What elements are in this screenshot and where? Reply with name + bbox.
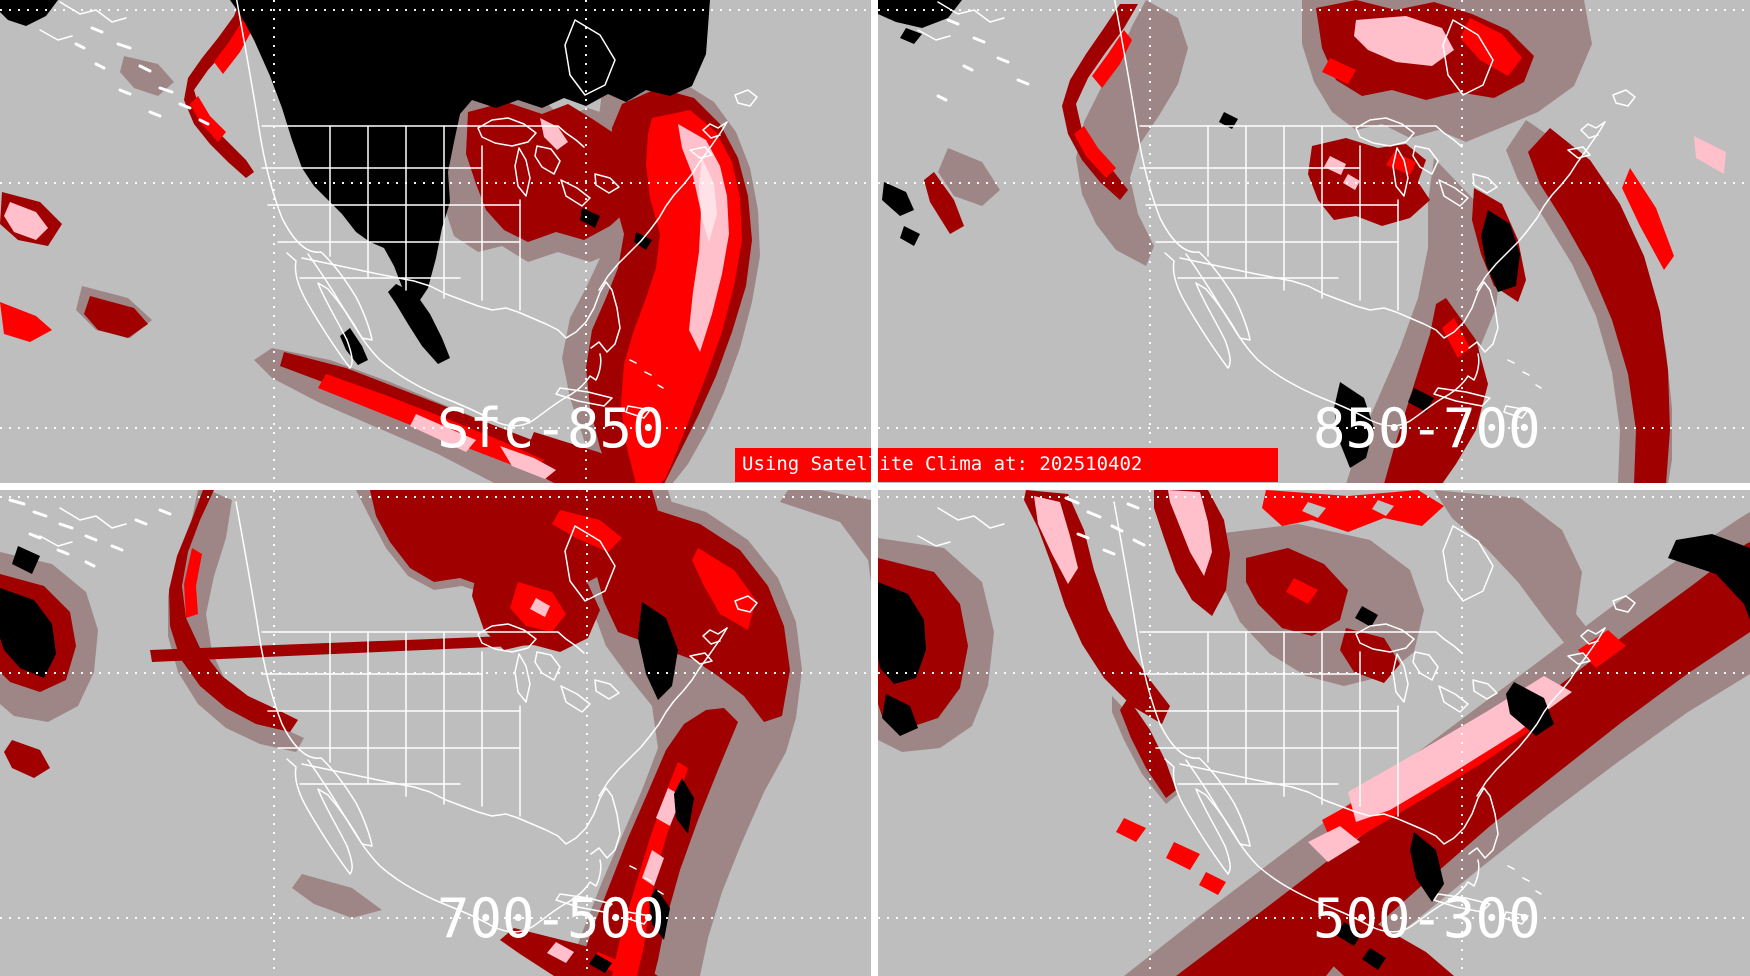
terrain-specks	[8, 498, 172, 568]
latlon-gridlines	[878, 490, 1750, 976]
map-850-700	[878, 0, 1750, 483]
shade-layer-pink	[4, 118, 729, 479]
status-banner: Using Satellite Clima at: 202510402	[735, 448, 1278, 482]
panel-label-700-500: 700-500	[437, 887, 665, 950]
shade-layer-black	[878, 0, 1520, 468]
terrain-specks	[74, 26, 210, 126]
shade-layer-black	[0, 0, 710, 365]
panel-label-500-300: 500-300	[1313, 887, 1541, 950]
shade-layer-pink	[1034, 490, 1572, 862]
shade-layer-black	[0, 546, 694, 973]
shade-layer-pink	[1324, 16, 1726, 190]
shade-layer-black	[878, 534, 1750, 970]
map-sfc-850	[0, 0, 871, 483]
terrain-specks	[936, 18, 1030, 102]
panel-500-300	[878, 490, 1750, 976]
panel-700-500	[0, 490, 871, 976]
latlon-gridlines	[0, 0, 871, 483]
terrain-specks	[1064, 496, 1146, 556]
panel-label-850-700: 850-700	[1313, 397, 1541, 460]
shade-layer-pink	[530, 598, 682, 963]
divider-vertical	[871, 0, 878, 976]
map-700-500	[0, 490, 871, 976]
shade-layer-red	[1074, 18, 1674, 358]
panel-label-sfc-850: Sfc-850	[437, 397, 665, 460]
map-500-300	[878, 490, 1750, 976]
panel-sfc-850	[0, 0, 871, 483]
panel-850-700	[878, 0, 1750, 483]
latlon-gridlines	[0, 490, 871, 976]
shade-layer-mauve	[938, 0, 1672, 483]
latlon-gridlines	[878, 0, 1750, 483]
